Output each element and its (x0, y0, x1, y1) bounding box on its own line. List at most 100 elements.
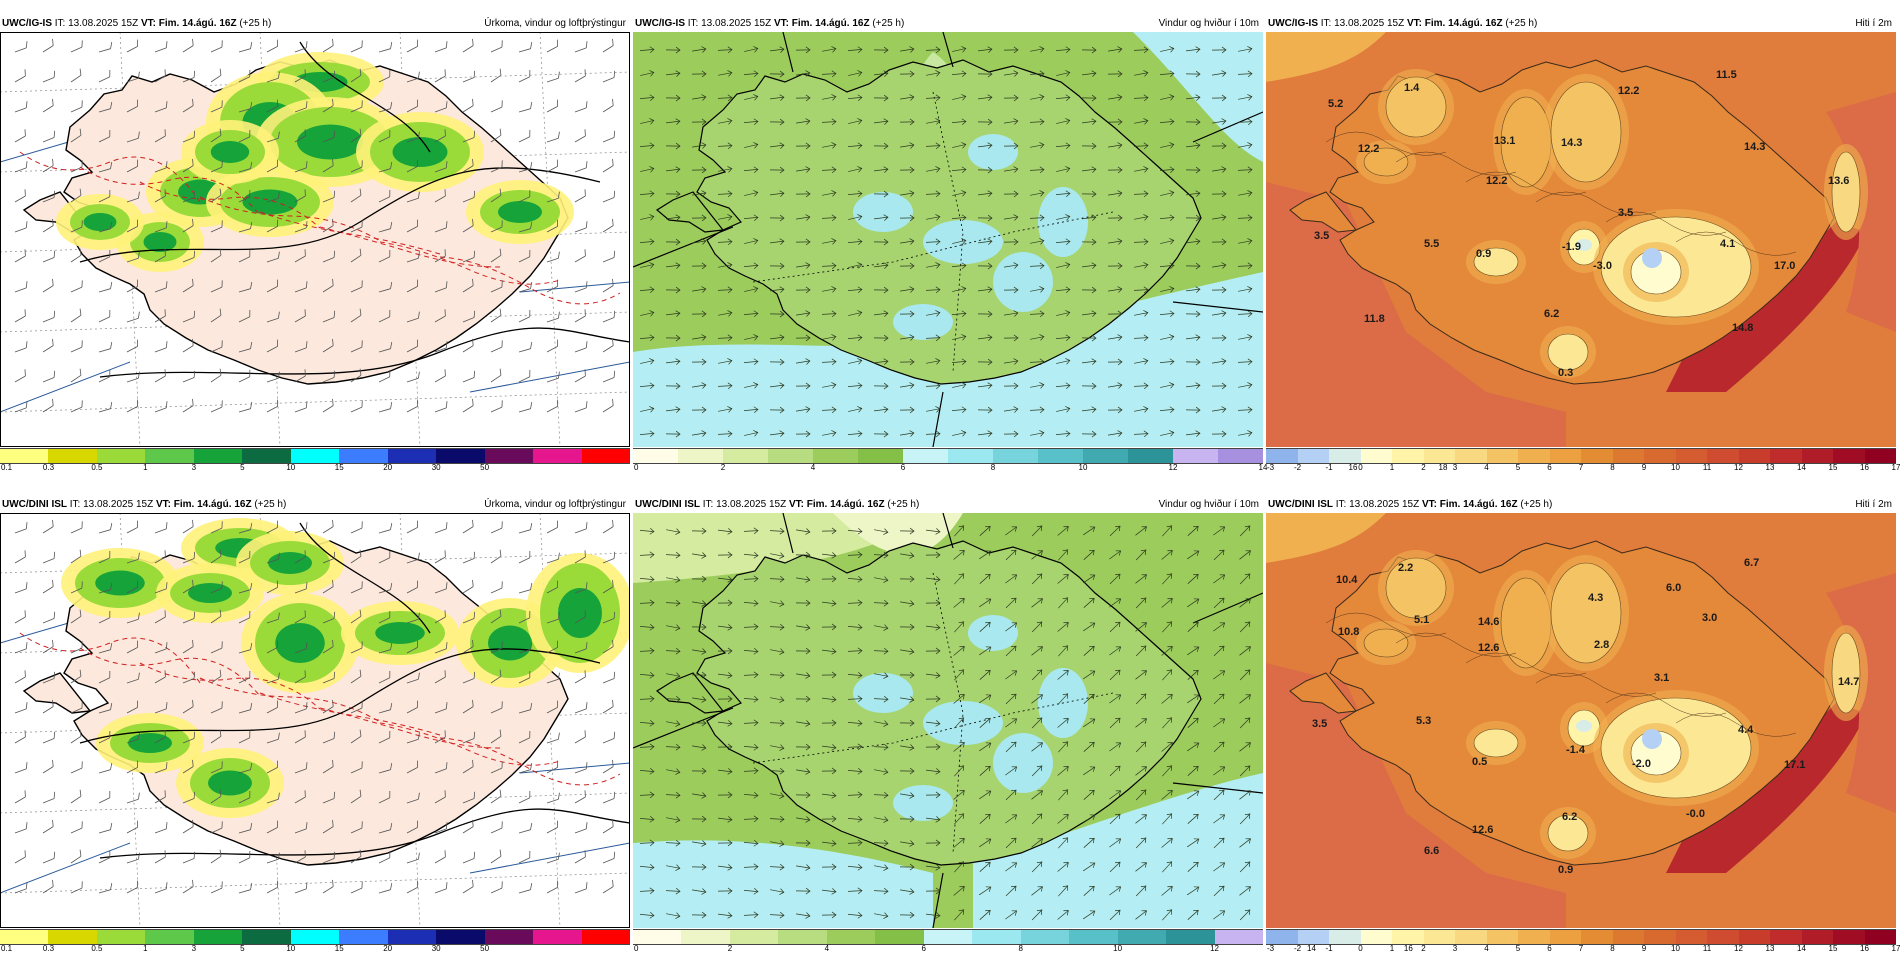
colorbar-tick-label: 10 (1113, 944, 1122, 953)
colorbar-tick-label: 10 (286, 463, 295, 472)
colorbar (1266, 448, 1896, 464)
temp-value-label: 0.9 (1476, 248, 1491, 260)
colorbar-swatch (0, 930, 48, 944)
temp-value-label: 4.1 (1720, 238, 1735, 250)
temp-value-label: 6.6 (1424, 845, 1439, 857)
temp-map-panel-dini: UWC/DINI ISL IT: 13.08.2025 15Z VT: Fim.… (1266, 496, 1896, 958)
colorbar-swatch (993, 449, 1038, 463)
colorbar-swatch (1083, 449, 1128, 463)
temp-value-label: 12.2 (1486, 175, 1507, 187)
lead-time: (+25 h) (872, 18, 904, 29)
colorbar-swatch (97, 449, 145, 463)
colorbar-swatch (1329, 449, 1361, 463)
colorbar-tick-label: 5 (240, 944, 244, 953)
colorbar-tick-label: 9 (1642, 463, 1646, 472)
colorbar-swatch (242, 930, 290, 944)
colorbar-swatch (1613, 449, 1645, 463)
temp-value-label: 6.2 (1544, 308, 1559, 320)
colorbar-swatch (813, 449, 858, 463)
colorbar-tick-label: 5 (1516, 463, 1520, 472)
panel-title: Hiti í 2m (1855, 15, 1892, 32)
colorbar-swatch (1739, 449, 1771, 463)
colorbar-swatch (1455, 930, 1487, 944)
colorbar-swatch (1455, 449, 1487, 463)
temp-value-label: 11.8 (1364, 313, 1385, 325)
temp-value-label: 0.9 (1558, 864, 1573, 876)
run-info: UWC/DINI ISL IT: 13.08.2025 15Z VT: Fim.… (2, 496, 286, 513)
colorbar-swatch (1865, 930, 1897, 944)
colorbar-tick-label: 15 (1829, 463, 1838, 472)
colorbar-swatch (1581, 449, 1613, 463)
temp-value-label: -1.9 (1562, 241, 1581, 253)
colorbar-tick-label: -2 (1294, 463, 1301, 472)
colorbar-tick-label: 15 (1829, 944, 1838, 953)
colorbar-tick-label: 3 (192, 944, 196, 953)
model-name: UWC/IG-IS (1268, 18, 1318, 29)
colorbar-tick-label: 0 (634, 463, 638, 472)
colorbar-tick-label: 8 (1610, 463, 1614, 472)
colorbar-tick-label: 13 (1766, 463, 1775, 472)
colorbar-swatch (972, 930, 1020, 944)
colorbar-swatch (1218, 449, 1263, 463)
colorbar-swatch (436, 449, 484, 463)
colorbar-tick-label: 6 (922, 944, 926, 953)
temp-value-label: 3.5 (1618, 207, 1633, 219)
colorbar-tick-label: 0 (1358, 944, 1362, 953)
init-time-label: IT: (688, 18, 699, 29)
panel-header: UWC/DINI ISL IT: 13.08.2025 15Z VT: Fim.… (1266, 496, 1896, 513)
panel-header: UWC/DINI ISL IT: 13.08.2025 15Z VT: Fim.… (633, 496, 1263, 513)
colorbar-swatch (1550, 449, 1582, 463)
colorbar-swatch (1518, 930, 1550, 944)
colorbar-tick-label: 2 (1421, 944, 1425, 953)
colorbar (633, 448, 1263, 464)
colorbar-swatch (1644, 449, 1676, 463)
colorbar-tick-label: 12 (1734, 944, 1743, 953)
colorbar-tick-label: 3 (192, 463, 196, 472)
temp-value-label: 14.3 (1561, 137, 1582, 149)
temp-value-label: 14.8 (1732, 322, 1753, 334)
colorbar-tick-label: 10 (286, 944, 295, 953)
valid-time-label: VT: (156, 499, 171, 510)
colorbar-tick-label: 2 (728, 944, 732, 953)
colorbar-tick-label: 2 (1421, 463, 1425, 472)
temp-value-label: 10.4 (1336, 574, 1357, 586)
colorbar-swatch (1361, 449, 1393, 463)
colorbar-tick-label: 9 (1642, 944, 1646, 953)
colorbar-tick-label: 10 (1079, 463, 1088, 472)
colorbar-swatch (339, 930, 387, 944)
colorbar-swatch (948, 449, 993, 463)
temp-value-label: 4.4 (1738, 724, 1753, 736)
colorbar-tick-label: 30 (432, 944, 441, 953)
temp-map-panel-igis: UWC/IG-IS IT: 13.08.2025 15Z VT: Fim. 14… (1266, 15, 1896, 477)
lead-time: (+25 h) (239, 18, 271, 29)
colorbar-tick-label: 0.1 (1, 944, 12, 953)
colorbar-tick-label: 12 (1169, 463, 1178, 472)
colorbar-tick-label: 7 (1579, 463, 1583, 472)
colorbar-swatch (1802, 449, 1834, 463)
temp-map (1266, 32, 1896, 447)
colorbar-tick-label: 5 (1516, 944, 1520, 953)
colorbar-swatch (1166, 930, 1214, 944)
temp-value-label: 12.2 (1618, 85, 1639, 97)
colorbar (0, 929, 630, 945)
temp-value-label: 14.7 (1838, 676, 1859, 688)
colorbar-tick-label: 14 (1797, 944, 1806, 953)
colorbar-swatch (1266, 930, 1298, 944)
colorbar-swatch (388, 449, 436, 463)
colorbar-tick-label: 0.3 (43, 944, 54, 953)
temp-value-label: 3.5 (1314, 230, 1329, 242)
temp-value-label: -3.0 (1593, 260, 1612, 272)
colorbar-tick-label: 0 (1358, 463, 1362, 472)
colorbar-tick-label: 0.3 (43, 463, 54, 472)
colorbar-swatch (768, 449, 813, 463)
precip-map (0, 32, 630, 447)
run-info: UWC/IG-IS IT: 13.08.2025 15Z VT: Fim. 14… (635, 15, 904, 32)
colorbar-tick-label: -2 (1294, 944, 1301, 953)
colorbar-swatch (0, 449, 48, 463)
colorbar-tick-label: 0.5 (91, 463, 102, 472)
colorbar-tick-label: -1 (1325, 463, 1332, 472)
panel-title: Vindur og hviður í 10m (1159, 15, 1259, 32)
temp-value-label: 14.3 (1744, 141, 1765, 153)
temp-value-label: -1.4 (1566, 744, 1585, 756)
valid-time: Fim. 14.ágú. 16Z (792, 18, 870, 29)
